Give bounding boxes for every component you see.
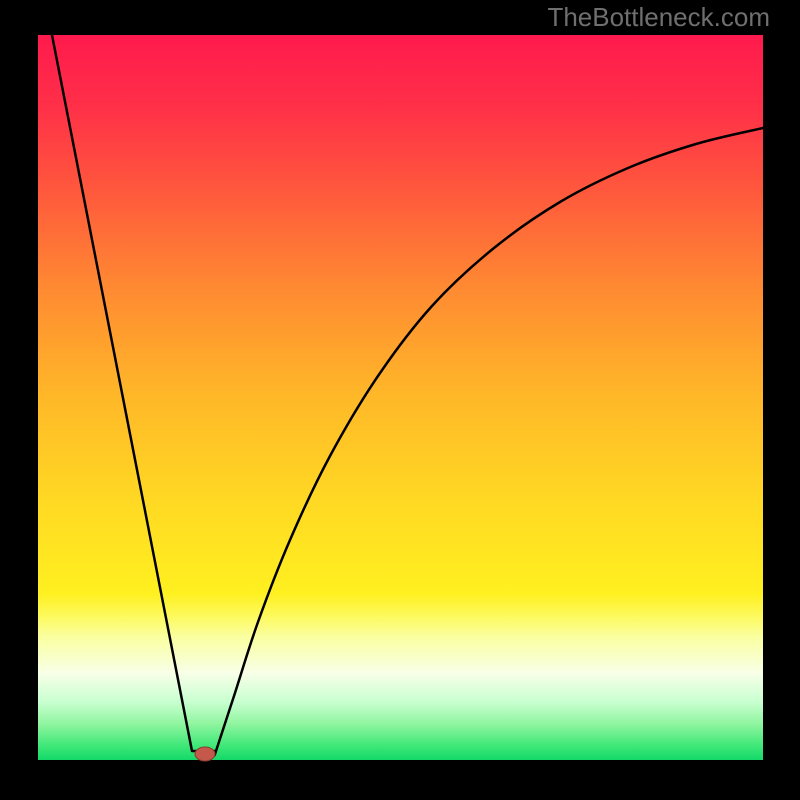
curve-layer — [0, 0, 800, 800]
trough-marker — [195, 747, 215, 761]
watermark-text: TheBottleneck.com — [547, 2, 770, 33]
chart-frame: TheBottleneck.com — [0, 0, 800, 800]
bottleneck-curve — [52, 35, 763, 755]
